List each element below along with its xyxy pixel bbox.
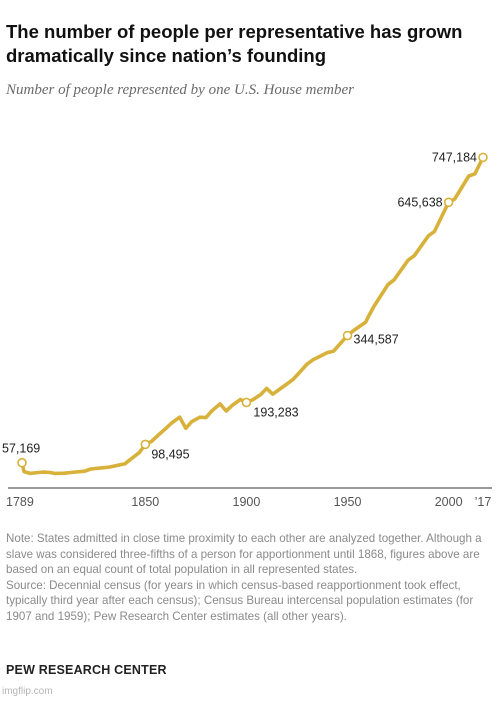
chart-notes: Note: States admitted in close time prox… <box>6 531 494 625</box>
chart-title: The number of people per representative … <box>6 21 463 66</box>
brand-logo-text: PEW RESEARCH CENTER <box>6 663 167 677</box>
x-tick-label: 1900 <box>233 495 261 509</box>
watermark: imgflip.com <box>2 686 53 697</box>
x-tick-label: 1950 <box>334 495 362 509</box>
line-chart: 1789 1850 1900 1950 2000 ’17 57,169 98,495 193,2… <box>2 150 492 509</box>
data-point-marker <box>241 397 252 408</box>
x-tick-label: 1789 <box>6 495 34 509</box>
plot-area: 1789 1850 1900 1950 2000 ’17 57,169 98,495 193,2… <box>2 150 492 509</box>
data-label: 193,283 <box>253 405 298 419</box>
x-tick-label: 1850 <box>131 495 159 509</box>
data-point-marker <box>140 439 151 450</box>
x-tick-label: ’17 <box>475 495 492 509</box>
data-point-marker <box>342 330 353 341</box>
data-label: 98,495 <box>151 447 189 461</box>
data-point-marker <box>478 152 488 163</box>
x-tick-label: 2000 <box>435 495 463 509</box>
source-text: Source: Decennial census (for years in w… <box>6 578 474 623</box>
data-label: 747,184 <box>432 150 477 164</box>
data-label: 57,169 <box>2 442 40 456</box>
chart-subtitle: Number of people represented by one U.S.… <box>6 82 354 98</box>
note-text: Note: States admitted in close time prox… <box>6 532 482 577</box>
series-line <box>20 155 485 476</box>
data-label: 645,638 <box>397 195 442 209</box>
data-point-marker <box>17 457 27 468</box>
data-label: 344,587 <box>354 333 399 347</box>
data-point-marker <box>443 197 454 208</box>
